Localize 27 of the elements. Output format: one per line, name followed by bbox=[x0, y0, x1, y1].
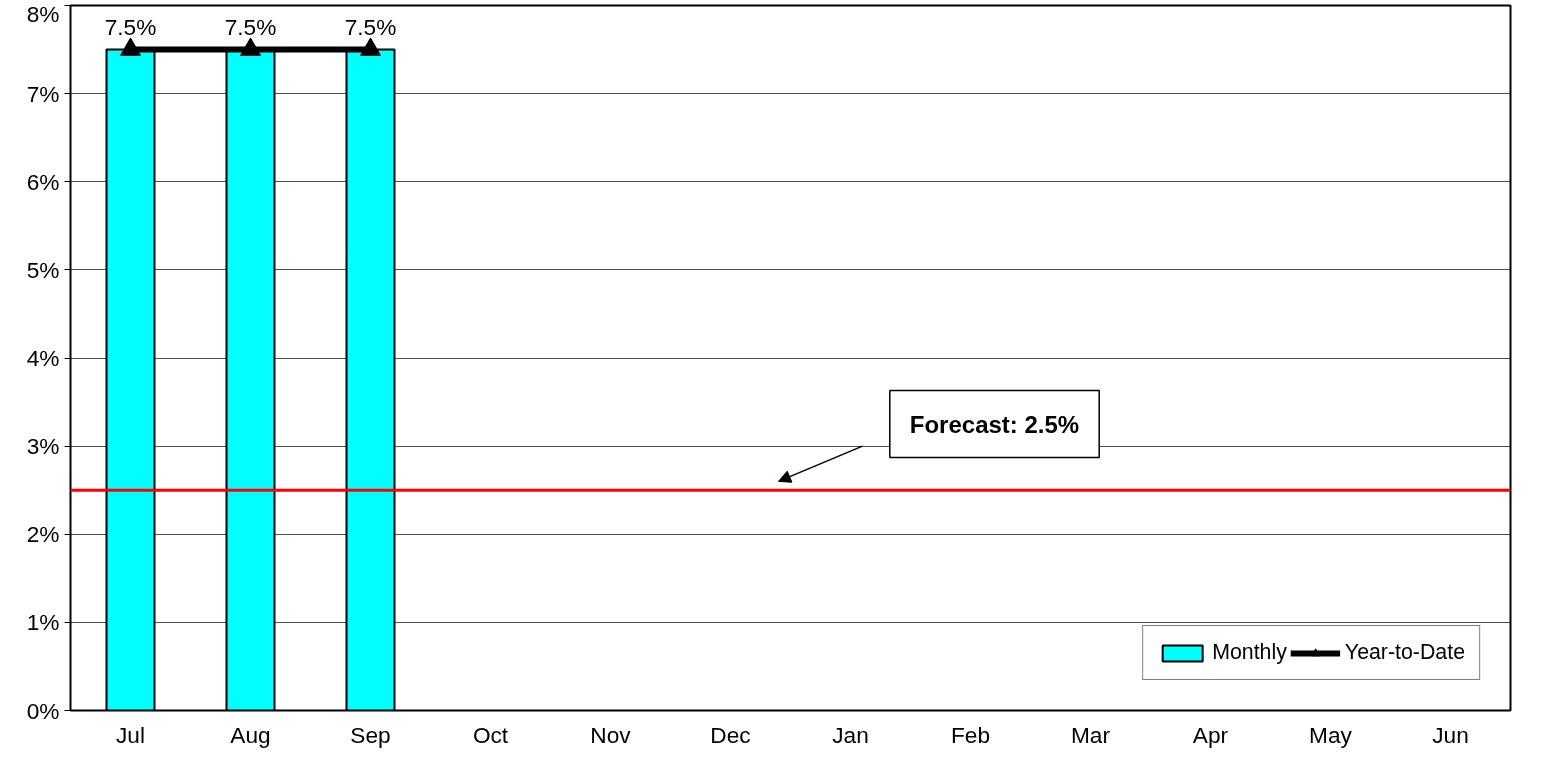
data-label: 7.5% bbox=[104, 13, 157, 40]
legend-label: Year-to-Date bbox=[1344, 640, 1465, 665]
x-tick-label: May bbox=[1309, 721, 1353, 748]
y-tick-label: 0% bbox=[26, 697, 60, 724]
legend-label: Monthly bbox=[1212, 640, 1287, 665]
ref-line-label: Forecast: 2.5% bbox=[909, 410, 1080, 438]
y-tick-label: 2% bbox=[26, 521, 60, 548]
x-tick-label: Sep bbox=[350, 721, 391, 748]
x-tick-label: Jan bbox=[832, 721, 869, 748]
data-label: 7.5% bbox=[224, 13, 277, 40]
x-tick-label: Nov bbox=[590, 721, 632, 748]
x-tick-label: Jun bbox=[1432, 721, 1469, 748]
x-tick-label: Oct bbox=[472, 721, 509, 748]
x-tick-label: Jul bbox=[116, 721, 145, 748]
x-tick-label: Aug bbox=[230, 721, 271, 748]
y-tick-label: 4% bbox=[26, 345, 60, 371]
y-tick-label: 1% bbox=[26, 609, 60, 636]
x-tick-label: Mar bbox=[1070, 721, 1111, 748]
y-tick-label: 5% bbox=[26, 256, 60, 283]
y-tick-label: 6% bbox=[26, 168, 60, 195]
y-tick-label: 7% bbox=[26, 80, 60, 107]
x-tick-label: Apr bbox=[1192, 721, 1229, 748]
data-label: 7.5% bbox=[344, 13, 397, 40]
x-tick-label: Feb bbox=[950, 721, 991, 748]
x-tick-label: Dec bbox=[710, 721, 751, 748]
y-tick-label: 3% bbox=[26, 433, 60, 460]
y-tick-label: 8% bbox=[26, 0, 60, 27]
